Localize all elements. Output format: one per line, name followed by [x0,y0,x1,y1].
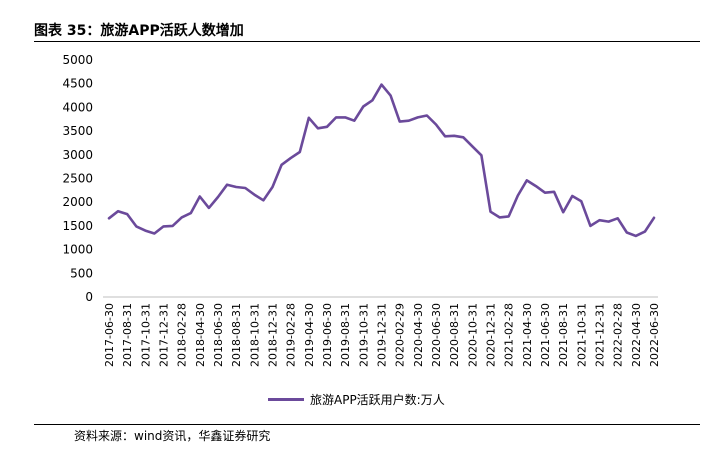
x-tick-label: 2019-02-28 [285,303,298,367]
x-tick-label: 2019-04-30 [303,303,316,367]
y-tick-label: 1000 [62,243,93,257]
x-tick-label: 2017-10-31 [139,303,152,367]
x-tick-label: 2020-06-30 [430,303,443,367]
y-tick-label: 4000 [62,100,93,114]
x-tick-label: 2018-12-31 [267,303,280,367]
x-tick-label: 2021-02-28 [503,303,516,367]
x-tick-label: 2020-02-29 [394,303,407,367]
x-tick-label: 2018-06-30 [212,303,225,367]
legend: 旅游APP活跃用户数:万人 [268,391,445,408]
source-note: 资料来源：wind资讯，华鑫证券研究 [74,429,271,443]
x-tick-label: 2017-08-31 [121,303,134,367]
x-tick-label: 2019-12-31 [376,303,389,367]
series-line [107,83,656,238]
x-tick-label: 2018-04-30 [194,303,207,367]
y-tick-label: 0 [85,290,93,304]
y-tick-label: 3500 [62,124,93,138]
x-tick-label: 2020-12-31 [485,303,498,367]
x-tick-label: 2021-10-31 [575,303,588,367]
source-rule [34,424,700,425]
x-tick-label: 2021-12-31 [594,303,607,367]
title-rule [34,41,700,42]
x-tick-label: 2017-12-31 [158,303,171,367]
x-tick-label: 2019-08-31 [339,303,352,367]
x-tick-label: 2021-06-30 [539,303,552,367]
y-tick-label: 5000 [62,53,93,67]
x-tick-label: 2019-06-30 [321,303,334,367]
x-tick-label: 2018-02-28 [176,303,189,367]
x-tick-label: 2018-10-31 [248,303,261,367]
y-tick-label: 1500 [62,219,93,233]
x-tick-label: 2017-06-30 [103,303,116,367]
x-tick-label: 2020-10-31 [466,303,479,367]
x-tick-label: 2022-06-30 [648,303,661,367]
y-tick-label: 2000 [62,195,93,209]
x-tick-label: 2021-04-30 [521,303,534,367]
figure-title: 图表 35：旅游APP活跃人数增加 [34,23,244,39]
y-tick-label: 500 [70,266,93,280]
legend-swatch [268,398,304,401]
x-tick-label: 2021-08-31 [557,303,570,367]
y-tick-label: 3000 [62,148,93,162]
x-tick-label: 2020-04-30 [412,303,425,367]
x-tick-label: 2018-08-31 [230,303,243,367]
x-tick-label: 2022-04-30 [630,303,643,367]
x-tick-label: 2020-08-31 [448,303,461,367]
x-tick-label: 2019-10-31 [357,303,370,367]
x-tick-label: 2022-02-28 [612,303,625,367]
y-tick-label: 2500 [62,172,93,186]
y-tick-label: 4500 [62,77,93,91]
legend-label: 旅游APP活跃用户数:万人 [310,393,445,407]
